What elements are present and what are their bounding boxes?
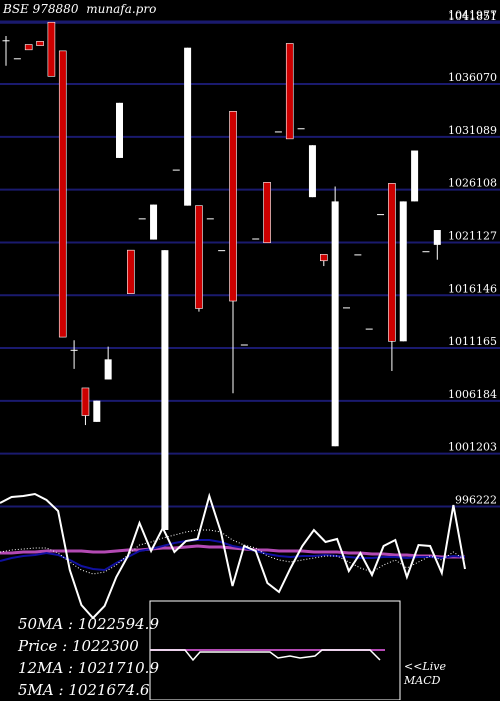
y-tick-label: 1001203 (448, 441, 497, 454)
candle-body (81, 387, 90, 416)
candle-body (399, 201, 407, 342)
y-tick-label: 996222 (455, 493, 497, 506)
y-tick-label: 1021127 (448, 229, 497, 242)
candle-body (2, 40, 10, 42)
candle-body (252, 238, 260, 240)
candle-body (184, 47, 192, 206)
exchange-label: BSE (3, 2, 29, 16)
site-name: munafa.pro (86, 2, 157, 16)
candle-body (150, 204, 158, 240)
ma50-value: 50MA : 1022594.9 (18, 615, 159, 633)
ma12-value: 12MA : 1021710.9 (18, 659, 159, 677)
candle-body (161, 250, 169, 530)
macd-label-live: <<Live (404, 660, 446, 673)
candle-body (24, 44, 33, 51)
y-tick-label: 1041977 (448, 8, 497, 21)
candle-body (240, 344, 248, 346)
macd-label-macd: MACD (404, 674, 441, 687)
candle-body (206, 218, 214, 220)
candle-body (70, 349, 78, 351)
price-value: Price : 1022300 (18, 637, 139, 655)
candle-body (354, 254, 362, 256)
candle-body (116, 102, 123, 158)
candle-body (331, 201, 339, 447)
y-tick-label: 1026108 (448, 177, 497, 190)
candle-body (218, 250, 226, 252)
candle-body (263, 182, 271, 244)
candle-body (308, 145, 316, 198)
candle-body (36, 41, 44, 46)
candle-body (229, 111, 237, 302)
candles (2, 21, 441, 530)
candle-body (13, 58, 21, 60)
macd-box-line (150, 649, 381, 662)
candle-body (365, 328, 373, 330)
y-tick-label: 1011165 (448, 335, 497, 348)
stock-code: 978880 (32, 2, 79, 16)
macd-label: <<Live MACD (404, 660, 446, 688)
info-panel: 50MA : 1022594.9 Price : 1022300 12MA : … (18, 613, 159, 701)
candle-body (422, 251, 430, 253)
candle-body (58, 50, 67, 338)
header: BSE 978880 munafa.pro (3, 2, 156, 16)
y-tick-label: 1031089 (448, 124, 497, 137)
candle-body (297, 128, 305, 130)
candle-body (343, 307, 350, 309)
y-tick-label: 1036070 (448, 71, 497, 84)
macd-histogram-line (0, 492, 466, 620)
candle-body (138, 218, 146, 220)
macd-panel (0, 492, 466, 620)
candle-body (388, 183, 396, 342)
candle-body (93, 400, 101, 422)
y-tick-label: 1016146 (448, 282, 497, 295)
macd-box-lines (150, 649, 385, 662)
macd-line (0, 539, 466, 572)
candle-body (47, 21, 56, 77)
candle-body (195, 205, 203, 309)
candle-body (274, 131, 282, 133)
candle-body (411, 150, 419, 202)
candle-body (104, 359, 112, 380)
grid-lines (0, 20, 500, 508)
ma5-value: 5MA : 1021674.6 (18, 681, 150, 699)
candle-body (285, 43, 294, 140)
candle-body (172, 169, 180, 171)
macd-dotted-line (0, 529, 466, 575)
candle-body (377, 214, 385, 216)
candle-body (433, 230, 441, 245)
candle-body (127, 249, 135, 294)
macd-signal-line (0, 544, 465, 559)
y-tick-label: 1041851 (448, 10, 497, 23)
y-tick-label: 1006184 (448, 388, 497, 401)
candle-body (319, 254, 328, 262)
